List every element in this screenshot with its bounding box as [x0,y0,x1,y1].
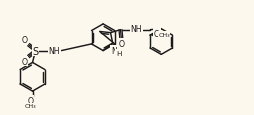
Text: O: O [154,29,160,38]
Text: NH: NH [131,25,142,34]
Text: S: S [33,46,39,56]
Text: CH₃: CH₃ [25,104,36,108]
Text: O: O [118,40,124,49]
Text: O: O [27,96,34,105]
Text: NH: NH [49,47,60,56]
Text: N: N [111,46,117,55]
Text: CH₃: CH₃ [158,32,170,37]
Text: H: H [116,51,121,56]
Text: O: O [22,58,28,66]
Text: O: O [22,36,28,45]
